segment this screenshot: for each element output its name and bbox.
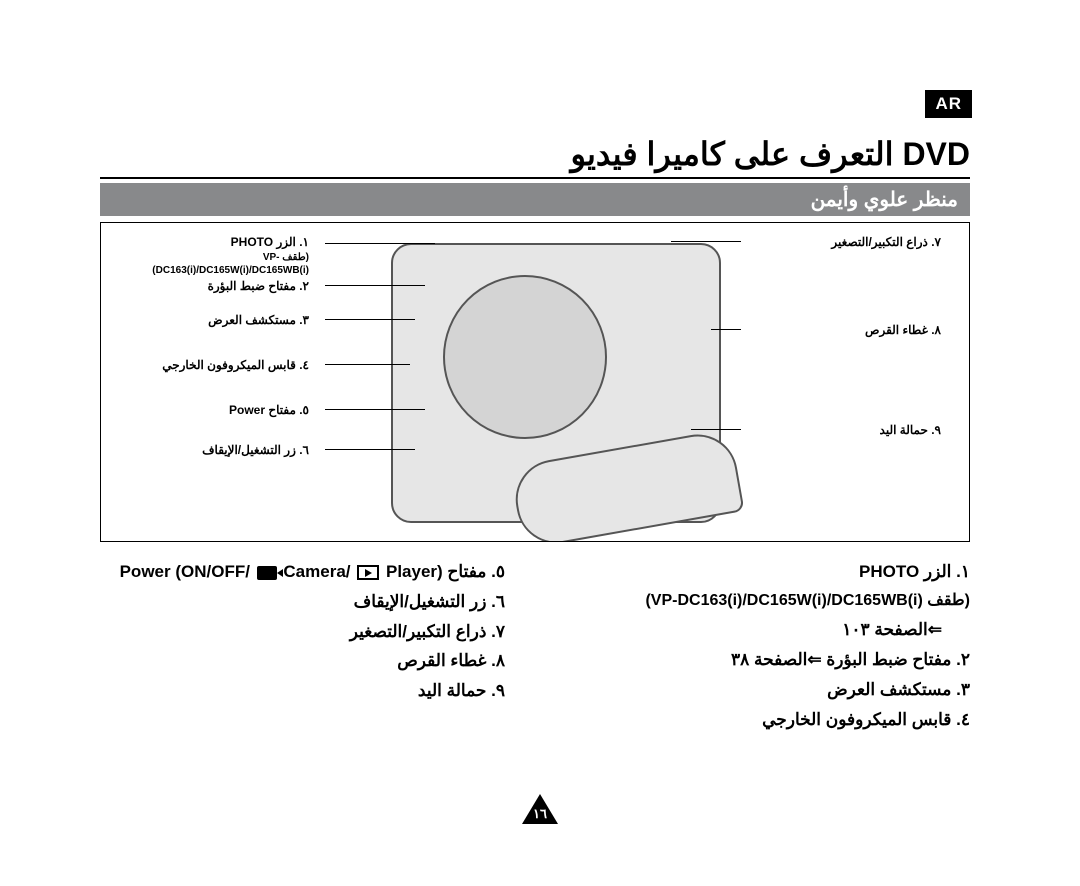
legend-item-2: ٢. مفتاح ضبط البؤرة ⇐الصفحة ٣٨ (565, 648, 970, 672)
callout-1-line1: ١. الزر PHOTO (109, 235, 309, 251)
camera-illustration (391, 243, 721, 523)
legend-item-4: ٤. قابس الميكروفون الخارجي (565, 708, 970, 732)
legend-item-3: ٣. مستكشف العرض (565, 678, 970, 702)
legend-column-left: ٥. مفتاح Power (ON/OFF/ Camera/ Player) … (100, 560, 505, 737)
section-heading: منظر علوي وأيمن (100, 183, 970, 216)
callout-7: ٧. ذراع التكبير/التصغير (741, 235, 941, 251)
callout-9: ٩. حمالة اليد (741, 423, 941, 439)
legend-item-1: ١. الزر PHOTO (565, 560, 970, 584)
legend-5c: Player) (386, 562, 443, 581)
leader-line (671, 241, 741, 242)
page-title: التعرف على كاميرا فيديو DVD (100, 135, 970, 179)
callout-6: ٦. زر التشغيل/الإيقاف (109, 443, 309, 459)
legend-item-7: ٧. ذراع التكبير/التصغير (100, 620, 505, 644)
legend-item-1c: ⇐الصفحة ١٠٣ (565, 618, 970, 642)
camera-icon (257, 566, 277, 580)
leader-line (325, 409, 425, 410)
callout-5: ٥. مفتاح Power (109, 403, 309, 419)
leader-line (325, 449, 415, 450)
legend-item-8: ٨. غطاء القرص (100, 649, 505, 673)
legend-1-text: ١. الزر PHOTO (859, 562, 970, 581)
leader-line (325, 243, 435, 244)
leader-line (325, 364, 410, 365)
page-number-badge: ١٦ (522, 794, 558, 830)
legend-item-5: ٥. مفتاح Power (ON/OFF/ Camera/ Player) (100, 560, 505, 584)
callout-3: ٣. مستكشف العرض (109, 313, 309, 329)
legend-5b: Camera/ (283, 562, 350, 581)
callout-4: ٤. قابس الميكروفون الخارجي (109, 358, 309, 374)
legend-column-right: ١. الزر PHOTO (طقف VP-DC163(i)/DC165W(i)… (565, 560, 970, 737)
leader-line (711, 329, 741, 330)
language-badge: AR (925, 90, 972, 118)
legend-1c-text: ⇐الصفحة ١٠٣ (842, 620, 942, 639)
page-number: ١٦ (522, 806, 558, 822)
legend-item-1b: (طقف VP-DC163(i)/DC165W(i)/DC165WB(i)) (565, 590, 970, 612)
diagram-container: ١. الزر PHOTO (طقف VP-DC163(i)/DC165W(i)… (100, 222, 970, 542)
callout-8: ٨. غطاء القرص (741, 323, 941, 339)
callout-2: ٢. مفتاح ضبط البؤرة (109, 279, 309, 295)
leader-line (325, 285, 425, 286)
legend-item-6: ٦. زر التشغيل/الإيقاف (100, 590, 505, 614)
player-icon (357, 565, 379, 580)
legend: ١. الزر PHOTO (طقف VP-DC163(i)/DC165W(i)… (100, 560, 970, 737)
callout-1: ١. الزر PHOTO (طقف VP-DC163(i)/DC165W(i)… (109, 235, 309, 277)
callout-1-line2: (طقف VP-DC163(i)/DC165W(i)/DC165WB(i)) (109, 251, 309, 277)
leader-line (691, 429, 741, 430)
legend-item-9: ٩. حمالة اليد (100, 679, 505, 703)
leader-line (325, 319, 415, 320)
